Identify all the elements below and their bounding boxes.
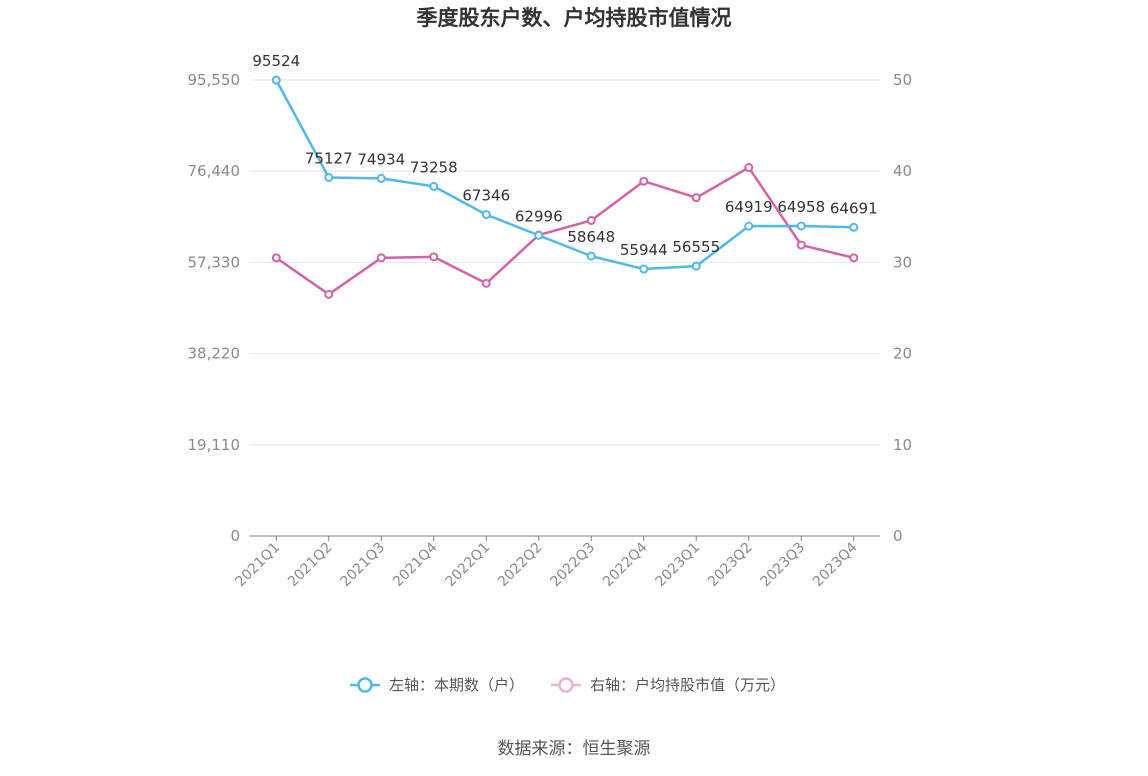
legend-item-series-2[interactable]: 右轴：户均持股市值（万元） xyxy=(551,676,785,694)
series-1-line xyxy=(275,79,854,271)
data-label: 62996 xyxy=(515,207,563,225)
right-tick-label: 30 xyxy=(893,253,912,271)
x-tick-label: 2021Q2 xyxy=(285,540,336,591)
chart-title: 季度股东户数、户均持股市值情况 xyxy=(417,6,732,30)
x-tick-label: 2022Q2 xyxy=(495,540,546,591)
data-label: 56555 xyxy=(672,238,720,256)
series-1-point xyxy=(481,210,491,220)
series-2-point xyxy=(744,163,754,173)
data-source: 数据来源：恒生聚源 xyxy=(498,739,651,759)
left-axis-ticks: 0 19,110 38,220 57,330 76,440 95,550 xyxy=(188,71,241,545)
x-tick-label: 2023Q1 xyxy=(652,540,703,591)
data-label: 95524 xyxy=(252,52,300,70)
series-2-point xyxy=(639,176,649,186)
series-2-point xyxy=(376,253,386,263)
left-tick-label: 19,110 xyxy=(188,436,241,454)
data-label: 58648 xyxy=(567,228,615,246)
left-tick-label: 38,220 xyxy=(188,345,241,363)
series-1-point xyxy=(376,173,386,183)
series-1-point xyxy=(691,261,701,271)
legend-label-series-2: 右轴：户均持股市值（万元） xyxy=(590,676,785,694)
x-tick-label: 2021Q3 xyxy=(337,540,388,591)
data-label: 74934 xyxy=(357,150,405,168)
x-axis-ticks: 2021Q1 2021Q2 2021Q3 2021Q4 2022Q1 2022Q2 2022… xyxy=(232,536,861,591)
series-2-point xyxy=(796,240,806,250)
data-label: 67346 xyxy=(462,187,510,205)
x-tick-label: 2023Q4 xyxy=(810,539,861,590)
series-layer xyxy=(271,75,859,299)
legend-marker-series-2 xyxy=(558,677,574,693)
left-tick-label: 95,550 xyxy=(188,71,241,89)
left-tick-label: 57,330 xyxy=(188,253,241,271)
right-axis-ticks: 0 10 20 30 40 50 xyxy=(893,71,912,545)
left-tick-label: 76,440 xyxy=(188,162,241,180)
series-2-point xyxy=(481,278,491,288)
series-2-point xyxy=(691,193,701,203)
x-tick-label: 2023Q2 xyxy=(705,540,756,591)
series-1-point xyxy=(849,222,859,232)
x-tick-label: 2021Q1 xyxy=(232,540,283,591)
x-tick-label: 2022Q4 xyxy=(600,539,651,590)
x-tick-label: 2023Q3 xyxy=(757,540,808,591)
right-tick-label: 10 xyxy=(893,436,912,454)
series-2-point xyxy=(429,252,439,262)
series-2-point xyxy=(324,289,334,299)
series-2-point xyxy=(849,253,859,263)
data-label: 75127 xyxy=(305,149,353,167)
right-tick-label: 50 xyxy=(893,71,912,89)
series-1-point xyxy=(796,221,806,231)
data-label: 73258 xyxy=(410,158,458,176)
legend-marker-series-1 xyxy=(357,677,373,693)
series-1-point xyxy=(744,221,754,231)
series-1-point xyxy=(429,181,439,191)
x-tick-label: 2021Q4 xyxy=(390,539,441,590)
right-tick-label: 40 xyxy=(893,162,912,180)
right-tick-label: 0 xyxy=(893,527,903,545)
data-label: 64919 xyxy=(725,198,773,216)
right-tick-label: 20 xyxy=(893,345,912,363)
series-1-point xyxy=(586,251,596,261)
grid-lines xyxy=(250,79,880,446)
x-tick-label: 2022Q3 xyxy=(547,540,598,591)
legend-label-series-1: 左轴：本期数（户） xyxy=(389,676,524,694)
series-1-point xyxy=(639,264,649,274)
series-2-point xyxy=(586,215,596,225)
series-2-line xyxy=(275,166,855,296)
series-1-point xyxy=(534,230,544,240)
legend-item-series-1[interactable]: 左轴：本期数（户） xyxy=(350,676,524,694)
legend: 左轴：本期数（户） 右轴：户均持股市值（万元） xyxy=(350,676,785,694)
data-label: 55944 xyxy=(620,241,668,259)
left-tick-label: 0 xyxy=(230,527,240,545)
data-label: 64958 xyxy=(777,198,825,216)
series-1-point xyxy=(271,75,281,85)
series-2-point xyxy=(271,253,281,263)
x-tick-label: 2022Q1 xyxy=(442,540,493,591)
data-label: 64691 xyxy=(830,199,878,217)
series-1-point xyxy=(324,172,334,182)
